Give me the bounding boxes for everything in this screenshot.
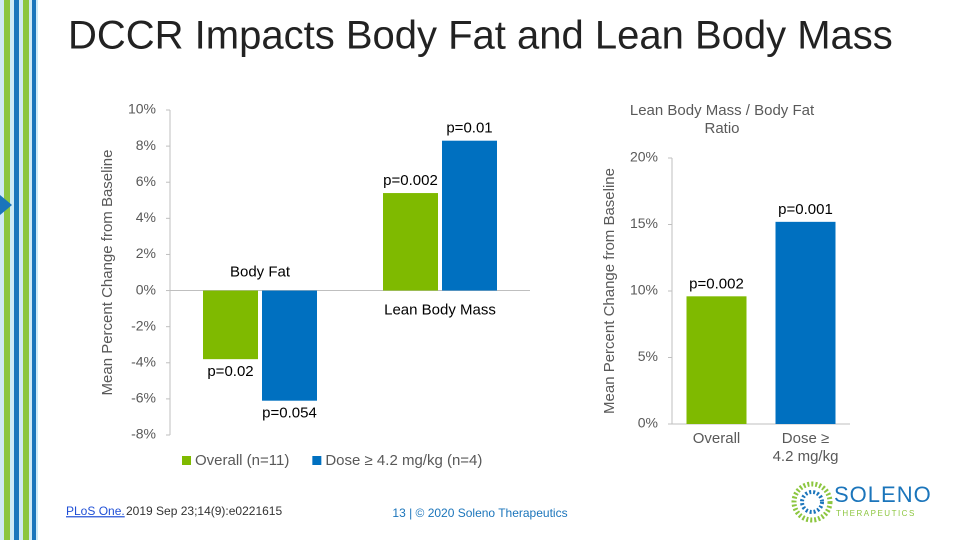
chart-title: Lean Body Mass / Body Fat Ratio bbox=[629, 102, 815, 137]
bar bbox=[383, 193, 438, 291]
y-tick-label: 2% bbox=[136, 245, 156, 261]
footer: 13 | © 2020 Soleno Therapeutics bbox=[392, 506, 567, 520]
y-tick-label: 10% bbox=[128, 101, 156, 117]
x-tick-label-box: Overall bbox=[692, 430, 741, 447]
bar bbox=[686, 296, 747, 424]
y-tick-label: -6% bbox=[131, 390, 156, 406]
bar-annotation: p=0.001 bbox=[778, 201, 833, 218]
bar bbox=[262, 290, 317, 401]
y-tick-label: -8% bbox=[131, 426, 156, 442]
bar-annotation: p=0.054 bbox=[262, 405, 317, 422]
y-tick-label: 15% bbox=[630, 215, 658, 231]
bar bbox=[442, 140, 497, 291]
y-tick-label: 5% bbox=[638, 348, 658, 364]
citation-link[interactable]: PLoS One. bbox=[66, 504, 125, 518]
y-tick-label: -4% bbox=[131, 353, 156, 369]
side-stripes bbox=[0, 0, 38, 540]
category-label: Body Fat bbox=[230, 264, 291, 281]
legend-swatch bbox=[182, 456, 191, 465]
logo-name: SOLENO bbox=[834, 482, 932, 507]
y-tick-label: 20% bbox=[630, 149, 658, 165]
x-tick-label-box: Dose ≥ 4.2 mg/kg bbox=[772, 430, 839, 465]
bar bbox=[203, 290, 258, 360]
slide-title: DCCR Impacts Body Fat and Lean Body Mass bbox=[68, 14, 893, 58]
y-tick-label: -2% bbox=[131, 317, 156, 333]
bar-annotation: p=0.002 bbox=[689, 275, 744, 292]
bar-annotation: p=0.01 bbox=[446, 120, 492, 137]
chart-title-box: Lean Body Mass / Body Fat Ratio bbox=[629, 102, 815, 137]
x-tick-label: Dose ≥ 4.2 mg/kg bbox=[772, 430, 839, 465]
y-tick-label: 6% bbox=[136, 173, 156, 189]
legend-label: Dose ≥ 4.2 mg/kg (n=4) bbox=[325, 452, 482, 469]
x-tick-label: Overall bbox=[692, 430, 741, 447]
y-axis-label: Mean Percent Change from Baseline bbox=[99, 150, 116, 396]
logo-mark bbox=[791, 481, 833, 523]
y-tick-label: 10% bbox=[630, 282, 658, 298]
y-tick-label: 0% bbox=[638, 415, 658, 431]
citation: 2019 Sep 23;14(9):e0221615 bbox=[126, 504, 282, 518]
bar bbox=[775, 221, 836, 424]
bar-annotation: p=0.002 bbox=[383, 172, 438, 189]
y-tick-label: 0% bbox=[136, 281, 156, 297]
y-tick-label: 8% bbox=[136, 137, 156, 153]
legend-label: Overall (n=11) bbox=[195, 452, 289, 469]
logo-tagline: THERAPEUTICS bbox=[836, 509, 916, 518]
bar-annotation: p=0.02 bbox=[207, 363, 253, 380]
category-label: Lean Body Mass bbox=[384, 302, 496, 319]
y-tick-label: 4% bbox=[136, 209, 156, 225]
legend-swatch bbox=[312, 456, 322, 465]
y-axis-label: Mean Percent Change from Baseline bbox=[601, 168, 618, 414]
